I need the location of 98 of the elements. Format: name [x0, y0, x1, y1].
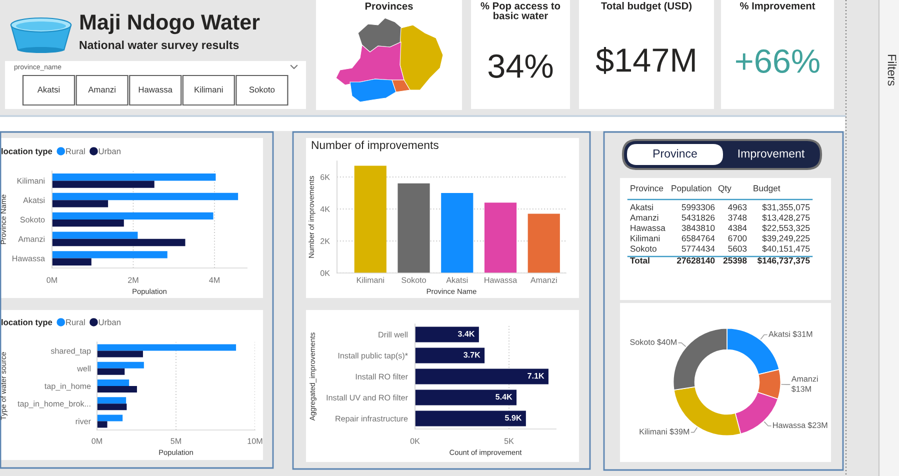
x-tick-label: 5M — [170, 438, 181, 444]
text: Total budget (USD) — [601, 2, 692, 12]
text: Provinces — [365, 2, 413, 10]
text: Total — [630, 257, 650, 264]
series-label: Population — [672, 184, 712, 194]
data-label: 5774434 — [682, 246, 715, 252]
y-tick-label: Drill well — [378, 332, 408, 338]
text: Qty — [718, 185, 732, 194]
data-label: $13M — [791, 386, 811, 392]
category-label: Sokoto — [249, 86, 275, 93]
y-tick-label: 6K — [320, 174, 330, 180]
text: 27628140 — [676, 257, 715, 264]
slice-label: Sokoto — [630, 339, 655, 345]
y-tick-label: 0K — [320, 270, 330, 276]
y-tick-label: Repair infrastructure — [336, 416, 408, 424]
data-label: 6700 — [728, 235, 747, 242]
slice-label: Kilimani — [640, 428, 667, 434]
y-tick-label: 2K — [320, 238, 330, 244]
y-tick-label: Akatsi — [23, 197, 44, 204]
text: Province — [654, 149, 697, 158]
y-tick-label: tap_in_home_brok... — [18, 400, 90, 408]
slice-label: Amanzi — [791, 376, 818, 382]
x-tick-label: Sokoto — [402, 277, 426, 283]
data-label: 5431826 — [682, 214, 715, 221]
y-tick-label: well — [77, 365, 90, 372]
text: % Pop access to basic water — [480, 2, 560, 20]
text: National water survey results — [80, 40, 239, 52]
text: 25398 — [723, 257, 747, 264]
data-label: 4963 — [728, 204, 747, 210]
legend-title: location type — [2, 148, 52, 156]
text: Budget — [754, 184, 780, 194]
text: % Improvement — [740, 2, 816, 12]
data-label: 3.4K — [458, 330, 475, 337]
category-label: Hawassa — [630, 225, 666, 232]
slice-label: Akatsi — [768, 330, 790, 337]
data-label: $39M — [670, 428, 690, 435]
chart-title: Number of improvements — [312, 140, 438, 152]
y-tick-label: shared_tap — [50, 348, 91, 356]
category-label: Akatsi — [630, 204, 653, 210]
category-label: Sokoto — [630, 245, 656, 252]
text: Maji Ndogo Water — [80, 14, 260, 34]
y-tick-label: tap_in_home — [44, 383, 91, 391]
x-tick-label: 5K — [504, 438, 514, 444]
y-tick-label: Amanzi — [18, 236, 44, 242]
text: $147M — [596, 46, 695, 74]
data-label: 3748 — [728, 214, 747, 221]
data-label: $13,428,275 — [762, 214, 810, 222]
data-label: $39,249,225 — [762, 234, 810, 242]
category-label: Amanzi — [88, 86, 116, 93]
x-tick-label: 0M — [92, 438, 102, 444]
y-tick-label: Sokoto — [20, 216, 45, 222]
category-label: Hawassa — [138, 86, 172, 93]
data-label: $40M — [657, 338, 676, 346]
legend-label: Rural — [66, 319, 85, 326]
slice-label: Hawassa — [773, 422, 806, 428]
data-label: 5.9K — [504, 414, 522, 421]
data-label: $23M — [808, 422, 828, 429]
legend-label: Rural — [66, 148, 85, 154]
data-label: $40,151,475 — [762, 245, 810, 253]
y-tick-label: river — [76, 418, 91, 424]
text: Province — [630, 184, 664, 192]
y-tick-label: 4K — [320, 206, 330, 212]
data-label: 5603 — [728, 246, 747, 252]
legend-label: Urban — [98, 148, 120, 154]
text: 34% — [488, 54, 553, 78]
data-label: 3.7K — [464, 352, 480, 358]
data-label: $31,355,075 — [762, 204, 810, 212]
category-label: Akatsi — [37, 86, 60, 93]
y-tick-label: Install UV and RO filter — [326, 394, 408, 400]
y-tick-label: Install public tap(s)* — [338, 352, 408, 360]
y-tick-label: Hawassa — [12, 256, 45, 262]
x-tick-label: 10M — [248, 438, 262, 444]
y-tick-label: Kilimani — [17, 178, 44, 184]
data-label: 4384 — [728, 224, 747, 232]
data-label: 6584764 — [682, 235, 715, 242]
x-tick-label: 4M — [209, 277, 220, 283]
x-tick-label: 0K — [410, 438, 420, 444]
legend-label: Urban — [98, 319, 120, 326]
x-tick-label: Akatsi — [446, 277, 468, 283]
data-label: 5.4K — [496, 394, 512, 400]
data-label: 7.1K — [528, 373, 544, 379]
x-tick-label: Amanzi — [530, 277, 557, 283]
text: Filters — [888, 54, 897, 86]
x-tick-label: 0M — [46, 277, 57, 283]
category-label: Kilimani — [630, 235, 660, 242]
category-label: Amanzi — [630, 214, 658, 221]
legend-title: location type — [2, 319, 52, 327]
x-tick-label: Hawassa — [484, 277, 518, 283]
text: Improvement — [738, 150, 805, 160]
data-label: 3843810 — [682, 224, 715, 232]
x-tick-label: 2M — [128, 277, 138, 283]
text: $146,737,375 — [757, 257, 810, 265]
data-label: $31M — [792, 330, 812, 338]
y-tick-label: Install RO filter — [356, 374, 408, 380]
data-label: 5993306 — [682, 204, 715, 210]
category-label: Kilimani — [194, 86, 223, 93]
text: +66% — [736, 49, 820, 73]
data-label: $22,553,325 — [762, 224, 810, 232]
